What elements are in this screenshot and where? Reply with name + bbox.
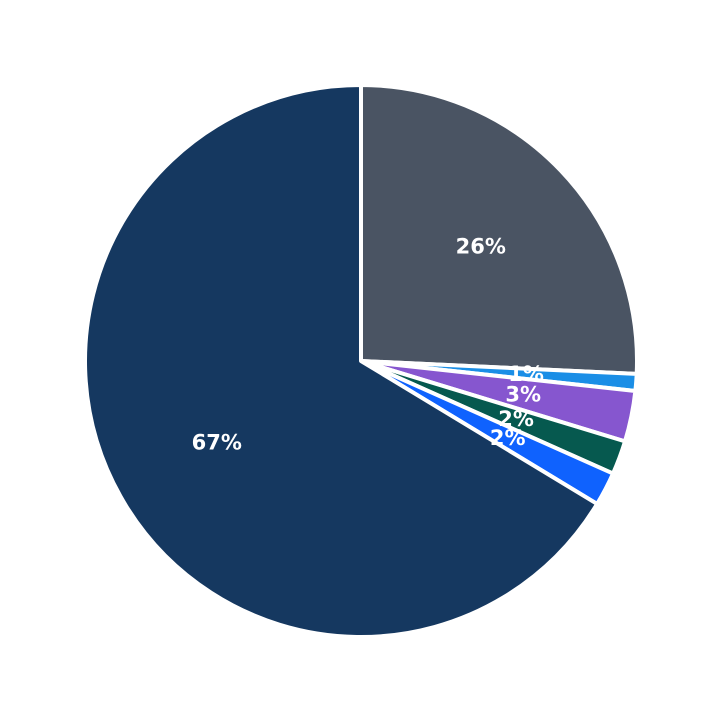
pie-slice-label-5: 67% [192, 430, 242, 454]
pie-slices [83, 83, 639, 639]
pie-slice-label-1: 1% [508, 362, 544, 386]
pie-slice-0 [359, 83, 639, 376]
pie-slice-5 [83, 83, 600, 639]
pie-slice-label-2: 3% [505, 382, 541, 406]
pie-slice-label-4: 2% [490, 426, 526, 450]
pie-slice-label-0: 26% [456, 235, 506, 259]
pie-slice-label-3: 2% [498, 407, 534, 431]
pie-labels: 26%1%3%2%2%67% [192, 235, 544, 455]
